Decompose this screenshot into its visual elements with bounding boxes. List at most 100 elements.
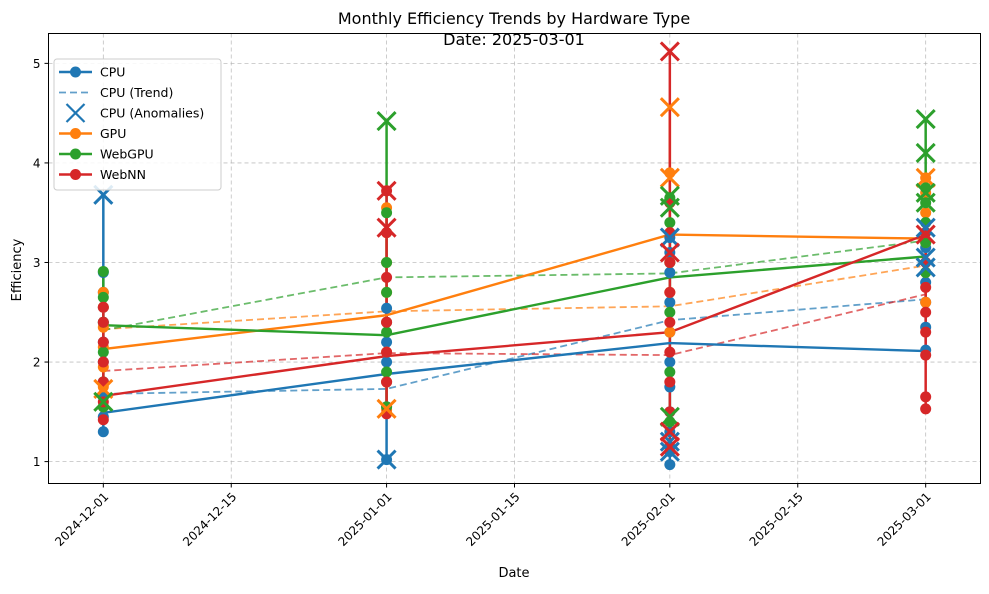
legend-swatch-marker: [70, 128, 81, 139]
webnn-data-point: [920, 281, 932, 293]
webgpu-data-point: [97, 265, 109, 277]
webnn-anomaly-marker: [376, 217, 397, 238]
webgpu-data-point: [920, 237, 932, 249]
webnn-data-point: [381, 316, 393, 328]
anomaly-cross-stroke: [93, 391, 114, 412]
anomaly-cross-stroke: [659, 185, 680, 206]
anomaly-cross-stroke: [659, 436, 680, 457]
anomaly-cross-stroke: [376, 111, 397, 132]
webnn-data-point: [664, 286, 676, 298]
gpu-data-point: [920, 296, 932, 308]
anomaly-cross-stroke: [659, 41, 680, 62]
cpu-data-point: [664, 356, 676, 368]
webgpu-anomaly-marker: [93, 391, 114, 412]
webgpu-data-point: [381, 286, 393, 298]
y-axis-ticks: 1 2 3 4 5: [33, 57, 49, 469]
anomaly-cross-stroke: [915, 247, 936, 268]
gpu-data-point: [664, 326, 676, 338]
webnn-data-point: [920, 306, 932, 318]
legend-item: GPU: [59, 126, 126, 141]
webgpu-mean-line: [103, 255, 926, 337]
cpu-data-point: [381, 336, 393, 348]
cpu-trend-line: [103, 298, 926, 395]
anomaly-cross-stroke: [915, 217, 936, 238]
cpu-data-point: [97, 426, 109, 438]
gpu-anomaly-marker: [659, 97, 680, 118]
webnn-anomaly-marker: [659, 41, 680, 62]
webnn-data-point: [381, 271, 393, 283]
chart-subtitle: Date: 2025-03-01: [443, 30, 585, 49]
legend-label: WebGPU: [100, 147, 154, 162]
webnn-data-point: [97, 414, 109, 426]
legend: CPU CPU (Trend) CPU (Anomalies) GPU WebGPU We…: [53, 58, 222, 191]
cpu-anomaly-marker: [915, 247, 936, 268]
anomaly-cross-stroke: [915, 224, 936, 245]
webnn-data-point: [920, 349, 932, 361]
webnn-data-point: [97, 336, 109, 348]
legend-label: CPU (Trend): [100, 85, 173, 100]
cpu-data-point: [381, 356, 393, 368]
webnn-data-point: [97, 316, 109, 328]
webnn-data-point: [97, 301, 109, 313]
y-tick-label: 1: [33, 455, 41, 469]
webnn-data-point: [664, 346, 676, 358]
anomaly-cross-stroke: [659, 421, 680, 442]
cpu-data-point: [664, 459, 676, 471]
y-axis-label: Efficiency: [10, 238, 25, 301]
anomaly-cross-stroke: [376, 180, 397, 201]
webnn-data-point: [381, 346, 393, 358]
y-tick-label: 3: [33, 256, 41, 270]
legend-item: WebGPU: [59, 147, 154, 162]
anomaly-cross-stroke: [376, 398, 397, 419]
x-axis-label: Date: [498, 566, 529, 581]
webgpu-data-point: [664, 217, 676, 229]
webgpu-anomaly-marker: [915, 109, 936, 130]
webgpu-anomaly-marker: [915, 182, 936, 203]
cpu-data-point: [381, 302, 393, 314]
anomaly-cross-stroke: [915, 142, 936, 164]
anomaly-cross-stroke: [915, 167, 936, 188]
gpu-anomaly-marker: [376, 398, 397, 419]
webgpu-data-point: [664, 366, 676, 378]
webnn-anomaly-marker: [915, 224, 936, 245]
y-tick-label: 4: [33, 156, 41, 170]
webnn-anomaly-marker: [659, 242, 680, 263]
legend-label: WebNN: [100, 167, 146, 182]
webnn-anomaly-marker: [659, 436, 680, 457]
mean-lines: [103, 233, 927, 414]
legend-item: CPU (Trend): [59, 85, 173, 100]
webgpu-data-point: [381, 366, 393, 378]
webnn-data-point: [664, 316, 676, 328]
webnn-data-point: [920, 391, 932, 403]
webgpu-data-point: [97, 291, 109, 303]
y-tick-label: 2: [33, 356, 41, 370]
legend-box: [53, 58, 222, 191]
webnn-anomaly-marker: [376, 180, 397, 201]
webgpu-anomaly-marker: [376, 111, 397, 132]
anomaly-cross-stroke: [915, 182, 936, 203]
anomaly-cross-stroke: [659, 406, 680, 427]
gpu-anomaly-marker: [915, 167, 936, 188]
webnn-data-point: [664, 256, 676, 268]
gpu-anomaly-marker: [659, 167, 680, 188]
webnn-anomaly-marker: [659, 421, 680, 442]
gpu-data-point: [920, 207, 932, 219]
webgpu-anomaly-marker: [659, 185, 680, 206]
anomaly-cross-stroke: [376, 217, 397, 238]
legend-swatch-marker: [70, 169, 81, 180]
legend-swatch-marker: [70, 66, 81, 78]
webgpu-anomaly-marker: [915, 142, 936, 164]
anomaly-cross-stroke: [659, 167, 680, 188]
legend-label: CPU (Anomalies): [100, 106, 204, 121]
webnn-mean-line: [103, 233, 927, 398]
anomaly-cross-stroke: [659, 97, 680, 118]
cpu-anomaly-marker: [376, 449, 397, 470]
legend-item: WebNN: [59, 167, 146, 182]
anomaly-markers: [93, 41, 936, 470]
legend-swatch-marker: [70, 148, 81, 160]
legend-swatch-cross: [65, 103, 86, 123]
webnn-data-point: [920, 403, 932, 415]
cpu-anomaly-marker: [915, 217, 936, 238]
